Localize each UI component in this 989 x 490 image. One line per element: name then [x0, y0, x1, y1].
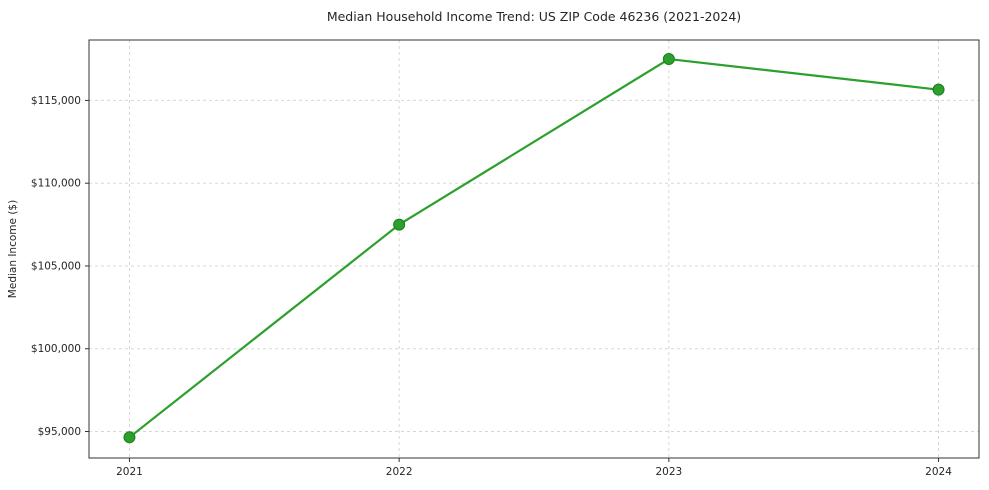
- data-point: [123, 431, 136, 444]
- data-series: [123, 53, 945, 444]
- plot-frame: [88, 39, 980, 459]
- trend-line: [128, 57, 940, 439]
- x-tick-label: 2022: [386, 466, 413, 478]
- gridlines: [89, 40, 979, 458]
- y-tick-label: $100,000: [31, 343, 81, 355]
- y-tick-label: $105,000: [31, 260, 81, 272]
- x-tick-label: 2024: [925, 466, 952, 478]
- y-tick-label: $115,000: [31, 95, 81, 107]
- data-point: [932, 83, 945, 96]
- x-tick-label: 2021: [116, 466, 143, 478]
- data-point: [393, 218, 406, 231]
- data-point: [662, 53, 675, 66]
- y-tick-label: $110,000: [31, 178, 81, 190]
- y-tick-label: $95,000: [38, 426, 81, 438]
- x-tick-label: 2023: [655, 466, 682, 478]
- y-axis-label: Median Income ($): [7, 200, 19, 298]
- tick-labels: 2021 2022 2023 2024 $95,000 $100,000 $105,000 $…: [31, 95, 952, 478]
- chart-title: Median Household Income Trend: US ZIP Co…: [327, 9, 741, 24]
- axis-ticks: [85, 99, 940, 462]
